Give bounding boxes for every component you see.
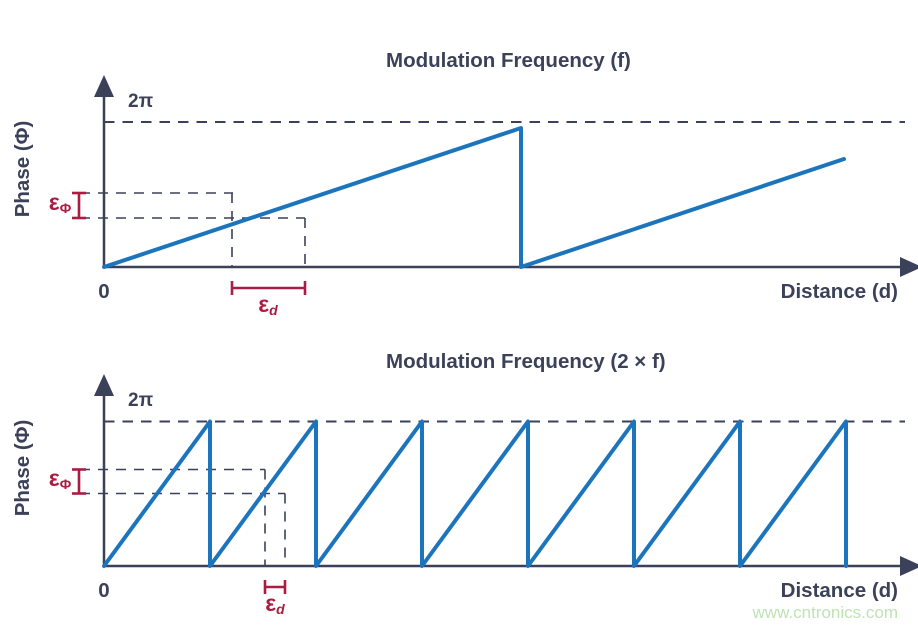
svg-text:Phase (Φ): Phase (Φ) xyxy=(11,420,34,517)
svg-text:Phase (Φ): Phase (Φ) xyxy=(11,121,34,218)
svg-text:εΦ: εΦ xyxy=(49,465,72,492)
svg-text:Modulation Frequency (f): Modulation Frequency (f) xyxy=(386,49,631,72)
svg-text:Distance (d): Distance (d) xyxy=(781,280,898,303)
svg-text:εd: εd xyxy=(265,590,285,617)
svg-text:0: 0 xyxy=(98,579,109,602)
svg-text:εd: εd xyxy=(258,291,278,318)
svg-text:Modulation Frequency (2 × f): Modulation Frequency (2 × f) xyxy=(386,350,666,373)
svg-text:2π: 2π xyxy=(128,91,154,112)
svg-text:Distance (d): Distance (d) xyxy=(781,579,898,602)
svg-text:εΦ: εΦ xyxy=(49,189,72,216)
svg-text:2π: 2π xyxy=(128,390,154,411)
svg-text:www.cntronics.com: www.cntronics.com xyxy=(752,603,898,622)
svg-text:0: 0 xyxy=(98,280,109,303)
